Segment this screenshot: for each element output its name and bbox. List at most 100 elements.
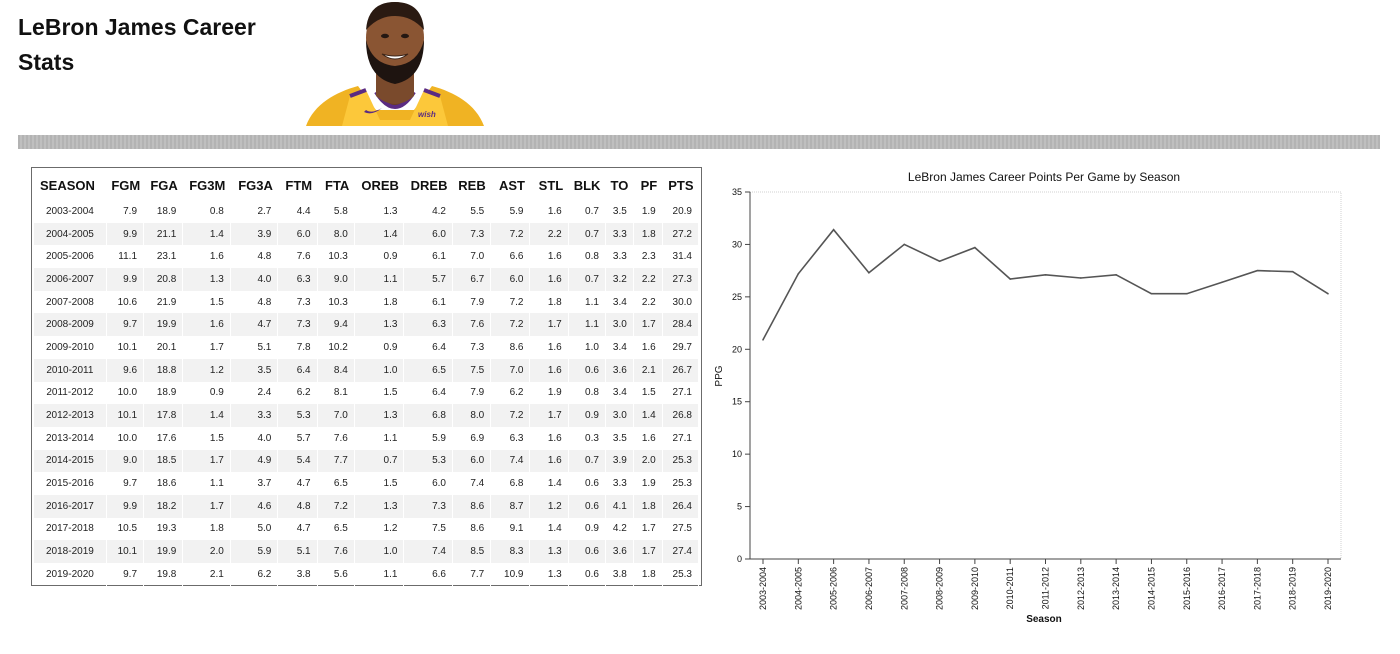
page-title: LeBron James Career Stats <box>18 14 256 75</box>
table-cell-season: 2004-2005 <box>34 222 107 246</box>
table-cell-stl: 1.4 <box>529 472 569 495</box>
table-cell-to: 3.4 <box>605 336 634 359</box>
table-cell-fga: 19.9 <box>143 313 184 337</box>
table-cell-ftm: 3.8 <box>277 563 318 586</box>
table-cell-pts: 27.4 <box>662 540 700 563</box>
series-layer <box>762 228 1329 341</box>
table-cell-to: 4.1 <box>605 494 634 518</box>
data-point <box>1009 278 1011 280</box>
x-tick-label: 2013-2014 <box>1111 567 1121 610</box>
table-cell-fg3m: 1.2 <box>182 358 231 382</box>
table-cell-pf: 1.7 <box>633 313 663 337</box>
x-tick-label: 2011-2012 <box>1041 567 1051 609</box>
table-cell-fta: 8.0 <box>317 222 355 246</box>
table-cell-reb: 8.0 <box>452 404 492 427</box>
ppg-series-line <box>762 228 1329 341</box>
table-cell-blk: 0.7 <box>568 449 606 473</box>
table-cell-oreb: 1.5 <box>354 472 405 495</box>
table-cell-season: 2013-2014 <box>34 426 107 450</box>
table-cell-fta: 7.6 <box>317 426 355 450</box>
table-cell-fg3m: 1.5 <box>182 426 231 450</box>
table-cell-reb: 6.7 <box>452 268 492 291</box>
column-header-to: TO <box>610 178 629 193</box>
table-cell-fgm: 9.7 <box>106 563 145 586</box>
table-cell-fg3m: 1.8 <box>182 517 231 541</box>
table-cell-dreb: 7.5 <box>403 517 453 541</box>
y-axis: 0 5 10 15 20 25 30 35 <box>732 187 751 564</box>
table-cell-fgm: 10.1 <box>106 540 145 563</box>
table-cell-fgm: 9.9 <box>106 268 145 291</box>
table-cell-fgm: 7.9 <box>106 200 145 223</box>
table-cell-to: 3.0 <box>605 313 634 337</box>
x-tick-label: 2009-2010 <box>970 567 980 610</box>
chart-title: LeBron James Career Points Per Game by S… <box>908 170 1180 184</box>
table-cell-dreb: 5.7 <box>403 268 453 291</box>
table-cell-oreb: 1.8 <box>354 290 405 314</box>
table-cell-stl: 1.4 <box>529 517 569 541</box>
data-point <box>1115 274 1117 276</box>
x-tick-label: 2010-2011 <box>1005 567 1015 609</box>
column-header-stl: STL <box>538 178 564 193</box>
table-cell-ast: 6.3 <box>490 426 531 450</box>
table-cell-pf: 2.0 <box>633 449 663 473</box>
table-cell-to: 4.2 <box>605 517 634 541</box>
table-cell-ftm: 7.3 <box>277 290 318 314</box>
table-cell-fgm: 10.5 <box>106 517 145 541</box>
y-tick-label: 30 <box>732 239 742 249</box>
table-row: 2003-2004 7.9 18.9 0.8 2.7 4.4 5.8 1.3 4.2 5.5 5.9… <box>34 200 700 223</box>
table-cell-dreb: 6.3 <box>403 313 453 337</box>
table-cell-fg3m: 2.0 <box>182 540 231 563</box>
table-cell-oreb: 1.4 <box>354 222 405 246</box>
table-cell-oreb: 1.1 <box>354 426 405 450</box>
table-cell-fg3m: 1.7 <box>182 494 231 518</box>
x-tick-label: 2006-2007 <box>864 567 874 610</box>
table-cell-to: 3.6 <box>605 358 634 382</box>
table-cell-fga: 17.8 <box>143 404 184 427</box>
table-cell-dreb: 6.5 <box>403 358 453 382</box>
table-cell-to: 3.2 <box>605 268 634 291</box>
table-cell-pts: 27.2 <box>662 222 700 246</box>
column-header-reb: REB <box>458 178 486 193</box>
table-cell-pf: 1.6 <box>633 336 663 359</box>
data-point <box>1150 292 1153 295</box>
column-header-ftm: FTM <box>285 178 313 193</box>
table-cell-fga: 23.1 <box>143 245 184 269</box>
data-point <box>762 339 764 341</box>
table-cell-season: 2007-2008 <box>34 290 107 314</box>
table-row: 2016-2017 9.9 18.2 1.7 4.6 4.8 7.2 1.3 7.3 8.6 8.7… <box>34 494 700 518</box>
table-cell-fga: 18.6 <box>143 472 184 495</box>
table-cell-fta: 9.0 <box>317 268 355 291</box>
table-cell-fg3a: 4.9 <box>230 449 279 473</box>
x-tick-label: 2007-2008 <box>899 567 909 610</box>
table-cell-blk: 0.7 <box>568 222 606 246</box>
x-axis: 2003-2004 2004-2005 2005-2006 2006-2007 2007… <box>750 558 1341 610</box>
column-header-dreb: DREB <box>410 178 448 193</box>
table-cell-fg3a: 2.4 <box>230 381 279 405</box>
table-cell-fga: 18.2 <box>143 494 184 518</box>
table-cell-dreb: 6.1 <box>403 245 453 269</box>
y-tick-label: 20 <box>732 344 742 354</box>
table-cell-fgm: 9.6 <box>106 358 145 382</box>
column-header-season: SEASON <box>40 178 95 193</box>
table-cell-oreb: 0.9 <box>354 336 405 359</box>
table-cell-pf: 2.2 <box>633 268 663 291</box>
column-header-fgm: FGM <box>111 178 141 193</box>
table-cell-season: 2015-2016 <box>34 472 107 495</box>
table-cell-fg3m: 1.6 <box>182 245 231 269</box>
table-cell-fta: 6.5 <box>317 517 355 541</box>
table-cell-reb: 7.3 <box>452 336 492 359</box>
table-cell-ftm: 5.7 <box>277 426 318 450</box>
table-cell-season: 2014-2015 <box>34 449 107 473</box>
table-cell-ast: 5.9 <box>490 200 531 223</box>
table-cell-ast: 7.2 <box>490 404 531 427</box>
y-tick-label: 35 <box>732 187 742 197</box>
table-cell-season: 2018-2019 <box>34 540 107 563</box>
table-cell-to: 3.3 <box>605 472 634 495</box>
column-header-oreb: OREB <box>361 178 399 193</box>
table-cell-ast: 7.2 <box>490 313 531 337</box>
table-cell-ftm: 6.0 <box>277 222 318 246</box>
table-cell-pts: 27.5 <box>662 517 700 541</box>
table-cell-stl: 1.9 <box>529 381 569 405</box>
table-cell-pf: 2.3 <box>633 245 663 269</box>
table-cell-season: 2003-2004 <box>34 200 107 223</box>
